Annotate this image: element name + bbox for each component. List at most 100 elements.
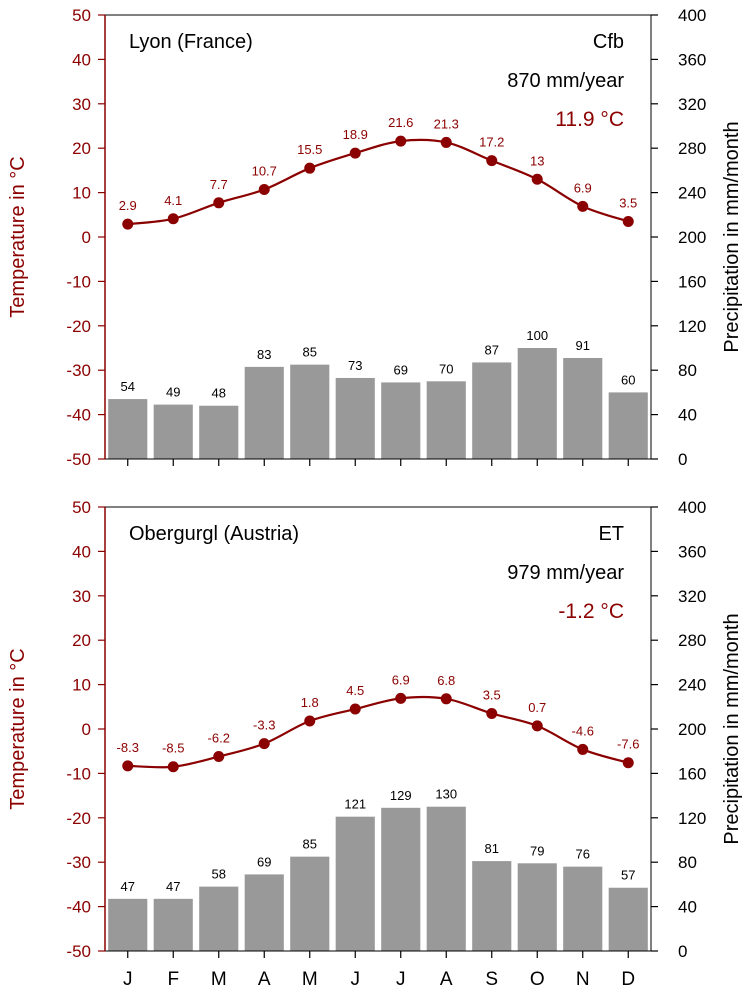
right-tick-label: 40 [678,406,697,425]
right-axis-title: Precipitation in mm/month [721,121,743,352]
left-tick-label: 0 [82,720,91,739]
right-tick-label: 360 [678,542,706,561]
right-tick-label: 400 [678,498,706,517]
right-tick-label: 320 [678,95,706,114]
precipitation-bar [472,362,512,459]
left-tick-label: -40 [66,406,91,425]
precipitation-label: 47 [166,879,180,894]
temperature-point [213,197,225,209]
precipitation-label: 85 [303,345,317,360]
precipitation-bar [244,366,284,459]
precipitation-bar [381,382,421,459]
right-tick-label: 400 [678,6,706,25]
climate-class: Cfb [593,31,624,53]
annual-temperature: -1.2 °C [558,600,624,623]
left-tick-label: 30 [72,587,91,606]
temperature-label: 17.2 [479,135,504,150]
month-label: F [167,969,179,990]
temperature-label: 7.7 [210,177,228,192]
annual-precipitation: 870 mm/year [507,70,624,92]
temperature-point [167,761,179,773]
left-tick-label: -50 [66,450,91,469]
precipitation-label: 100 [526,328,548,343]
precipitation-bar [108,898,148,951]
left-tick-label: 50 [72,498,91,517]
temperature-point [395,135,407,147]
climate-panel-2: 47 47 58 69 85 121 129 130 81 79 76 57 -8.3 -8.5 -6.2 -… [7,498,743,961]
precipitation-label: 83 [257,347,271,362]
temperature-label: -6.2 [208,731,230,746]
precipitation-label: 79 [530,843,544,858]
precipitation-label: 85 [303,837,317,852]
left-axis-title: Temperature in °C [7,156,29,317]
temperature-line [127,695,629,769]
left-tick-label: 10 [72,676,91,695]
precipitation-label: 87 [485,342,499,357]
precipitation-bar [335,816,375,951]
temperature-point [440,693,452,705]
temperature-label: -8.3 [117,740,139,755]
temperature-label: 21.3 [434,116,459,131]
temperature-label: 3.5 [619,195,637,210]
precipitation-label: 54 [121,379,135,394]
temperature-point [213,751,225,763]
temperature-label: 4.5 [346,683,364,698]
temperature-line [127,138,629,226]
left-tick-label: -30 [66,853,91,872]
month-label: J [351,969,361,990]
temperature-point [440,136,452,148]
precipitation-bar [199,405,239,459]
precipitation-label: 91 [576,338,590,353]
right-tick-label: 200 [678,720,706,739]
precipitation-bar [381,807,421,951]
temperature-point [349,147,361,159]
temperature-point [349,703,361,715]
right-tick-label: 0 [678,450,687,469]
temperature-label: 10.7 [252,163,277,178]
left-tick-label: -30 [66,361,91,380]
temperature-point [486,155,498,167]
left-tick-label: -10 [66,272,91,291]
precipitation-label: 49 [166,385,180,400]
precipitation-label: 81 [485,841,499,856]
precipitation-bar [335,377,375,459]
left-tick-label: 20 [72,139,91,158]
left-tick-label: 0 [82,228,91,247]
right-axis-title: Precipitation in mm/month [721,613,743,844]
precipitation-label: 73 [348,358,362,373]
month-label: A [258,969,271,990]
left-tick-label: 30 [72,95,91,114]
left-tick-label: 40 [72,542,91,561]
annual-temperature: 11.9 °C [555,108,624,131]
precipitation-bar [290,364,330,459]
right-tick-label: 120 [678,809,706,828]
temperature-label: -3.3 [253,718,275,733]
temperature-point [622,215,634,227]
precipitation-label: 47 [121,879,135,894]
temperature-label: 4.1 [164,193,182,208]
temperature-label: 6.8 [437,673,455,688]
temperature-label: 6.9 [574,180,592,195]
left-tick-label: -10 [66,764,91,783]
month-label: O [530,969,545,990]
right-tick-label: 360 [678,50,706,69]
temperature-point [304,162,316,174]
precipitation-bar [290,856,330,951]
temperature-point [122,218,134,230]
temperature-label: 21.6 [388,115,413,130]
precipitation-bar [426,381,466,459]
left-axis-title: Temperature in °C [7,648,29,809]
annual-precipitation: 979 mm/year [507,562,624,584]
precipitation-bar [608,392,648,459]
temperature-point [577,200,589,212]
right-tick-label: 160 [678,272,706,291]
temperature-point [258,738,270,750]
right-tick-label: 200 [678,228,706,247]
right-tick-label: 80 [678,361,697,380]
temperature-label: -4.6 [572,723,594,738]
temperature-point [122,760,134,772]
temperature-label: 15.5 [297,142,322,157]
